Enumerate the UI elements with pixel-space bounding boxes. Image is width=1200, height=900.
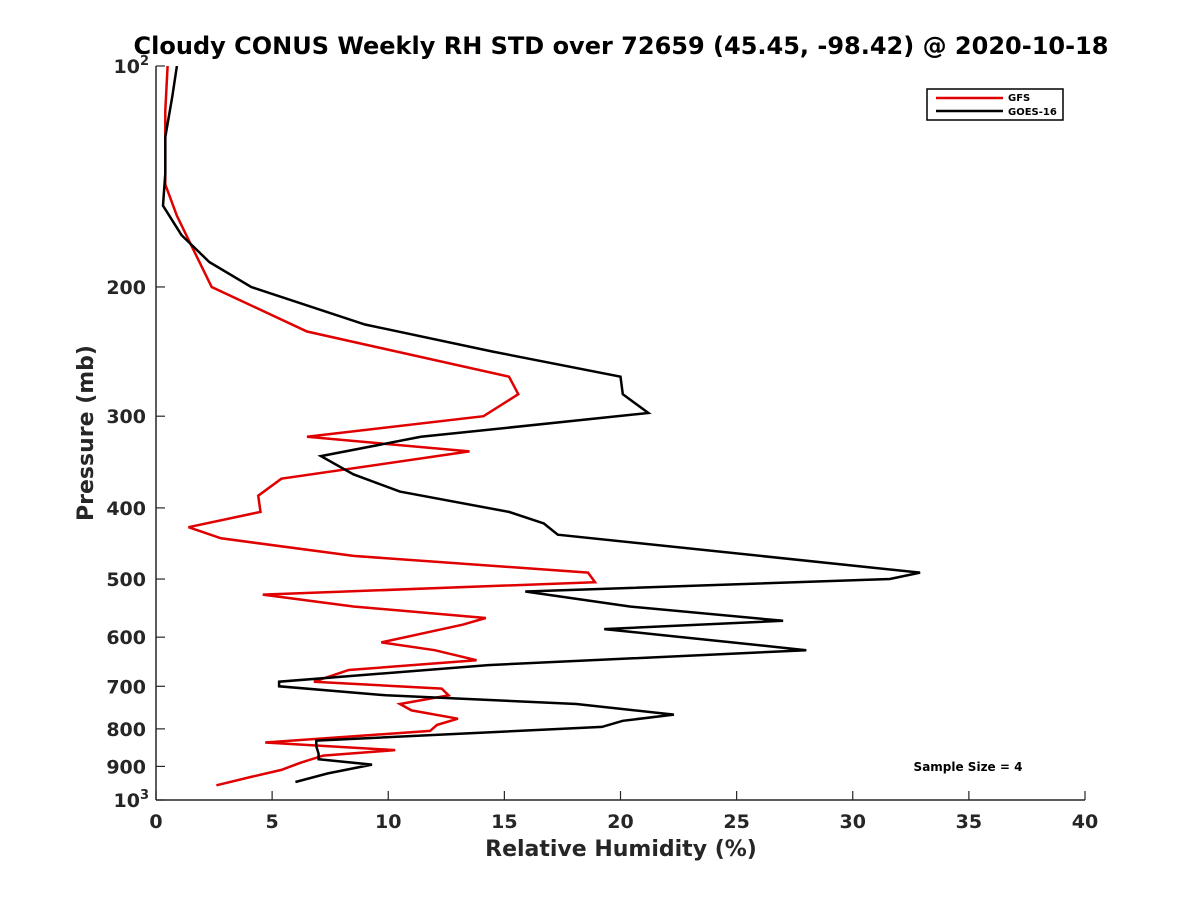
- y-tick-label: 900: [106, 756, 146, 778]
- series-line-gfs: [164, 65, 598, 787]
- x-tick-label: 20: [607, 811, 633, 833]
- legend-label-gfs: GFS: [1008, 93, 1030, 104]
- x-tick-label: 30: [840, 811, 866, 833]
- legend: GFS GOES-16: [926, 88, 1064, 121]
- y-axis-label: Pressure (mb): [74, 345, 99, 521]
- y-tick-label: 500: [106, 569, 146, 591]
- y-tick-label: 200: [106, 277, 146, 299]
- chart-title: Cloudy CONUS Weekly RH STD over 72659 (4…: [134, 32, 1109, 60]
- x-tick-label: 0: [149, 811, 162, 833]
- x-tick-label: 10: [375, 811, 401, 833]
- series-layer: [161, 65, 921, 787]
- y-tick-label: 700: [106, 676, 146, 698]
- x-axis: 0 5 10 15 20 25 30 35 40: [149, 791, 1098, 833]
- sample-size-annotation: Sample Size = 4: [914, 760, 1023, 774]
- y-tick-label: 300: [106, 406, 146, 428]
- x-tick-label: 25: [723, 811, 749, 833]
- x-tick-label: 15: [491, 811, 517, 833]
- legend-label-goes16: GOES-16: [1008, 107, 1057, 118]
- y-tick-label: 400: [106, 498, 146, 520]
- plot-area: 0 5 10 15 20 25 30 35 40 102 200 300 400 500 600 700 80…: [106, 54, 1098, 833]
- y-axis: 102 200 300 400 500 600 700 800 900 103: [106, 54, 165, 812]
- series-line-goes16: [161, 65, 921, 784]
- x-axis-label: Relative Humidity (%): [485, 837, 757, 862]
- y-tick-label: 600: [106, 627, 146, 649]
- y-tick-label: 102: [114, 54, 150, 78]
- y-tick-label: 800: [106, 719, 146, 741]
- x-tick-label: 35: [956, 811, 982, 833]
- y-tick-label: 103: [114, 788, 150, 812]
- legend-box: [926, 88, 1064, 121]
- x-tick-label: 40: [1072, 811, 1098, 833]
- x-tick-label: 5: [266, 811, 279, 833]
